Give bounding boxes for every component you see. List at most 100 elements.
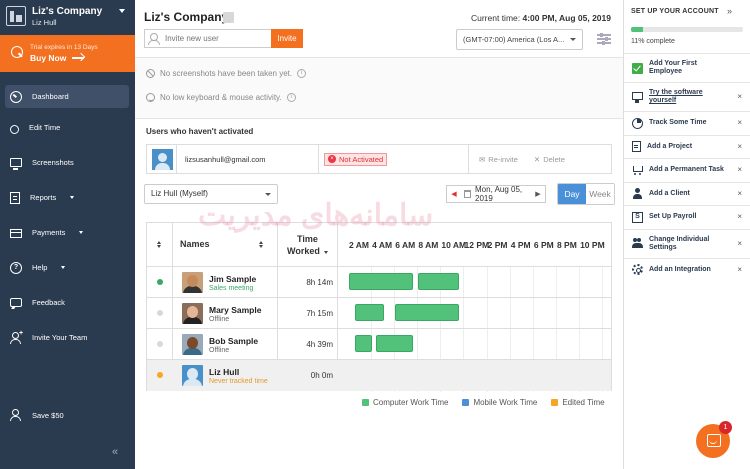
setup-step[interactable]: S Set Up Payroll ×: [624, 205, 750, 229]
sidebar-item-reports[interactable]: Reports: [0, 180, 135, 215]
close-icon[interactable]: ×: [737, 212, 742, 222]
user-select[interactable]: Liz Hull (Myself): [144, 184, 278, 204]
trial-banner[interactable]: Trial expires in 13 Days Buy Now: [0, 35, 135, 72]
close-icon[interactable]: ×: [737, 165, 742, 175]
caret-down-icon: [70, 196, 75, 199]
close-icon[interactable]: ×: [737, 188, 742, 198]
setup-step[interactable]: Add a Permanent Task ×: [624, 158, 750, 182]
avatar: [147, 145, 177, 173]
reinvite-button[interactable]: ✉ Re-invite: [479, 154, 518, 164]
date-picker[interactable]: Mon, Aug 05, 2019: [461, 185, 531, 203]
table-row[interactable]: Liz Hull Never tracked time 0h 0m: [147, 360, 611, 391]
setup-step[interactable]: Change Individual Settings ×: [624, 228, 750, 258]
invite-button[interactable]: Invite: [271, 29, 303, 48]
hour-label: 6 AM: [395, 240, 416, 250]
table-row[interactable]: Mary Sample Offline 7h 15m: [147, 298, 611, 329]
setup-step-label: Change Individual Settings: [649, 235, 710, 251]
edit-icon[interactable]: [223, 12, 234, 23]
work-time-bar[interactable]: [395, 304, 459, 321]
ban-icon: [146, 69, 155, 78]
sidebar-item-invite-your-team[interactable]: + Invite Your Team: [0, 320, 135, 355]
table-row[interactable]: Bob Sample Offline 4h 39m: [147, 329, 611, 360]
sort-icon[interactable]: [259, 241, 264, 248]
work-time-bar[interactable]: [349, 273, 413, 290]
setup-step[interactable]: Add an Integration ×: [624, 257, 750, 282]
save-50-button[interactable]: Save $50: [0, 402, 135, 428]
info-icon[interactable]: i: [286, 93, 296, 102]
tab-day[interactable]: Day: [558, 184, 586, 204]
buy-now-link[interactable]: Buy Now: [30, 52, 98, 64]
sidebar-item-dashboard[interactable]: Dashboard: [5, 85, 129, 108]
close-icon[interactable]: ×: [737, 238, 742, 248]
hour-label: 4 PM: [510, 240, 531, 250]
setup-step-label[interactable]: Try the software yourself: [649, 89, 703, 104]
filter-settings-icon[interactable]: [597, 32, 611, 45]
close-icon[interactable]: ×: [737, 118, 742, 128]
work-time-bar[interactable]: [375, 335, 413, 352]
sidebar-item-feedback[interactable]: Feedback: [0, 285, 135, 320]
sidebar-item-label: Help: [32, 263, 48, 272]
activity-notices: No screenshots have been taken yet. i No…: [135, 57, 623, 119]
sidebar-item-label: Screenshots: [32, 158, 74, 167]
invite-input[interactable]: [165, 34, 265, 43]
hour-label: 6 PM: [533, 240, 554, 250]
user-name[interactable]: Jim Sample: [209, 274, 257, 284]
dashboard-icon: [10, 90, 22, 103]
sidebar-item-screenshots[interactable]: Screenshots: [0, 145, 135, 180]
arrow-right-icon: [72, 57, 85, 59]
sidebar-item-help[interactable]: ? Help: [0, 250, 135, 285]
delete-button[interactable]: ✕ Delete: [533, 154, 565, 164]
user-status: Offline: [209, 316, 230, 323]
hour-label: 4 AM: [372, 240, 393, 250]
next-day-button[interactable]: ▶: [535, 191, 541, 198]
tab-week[interactable]: Week: [586, 184, 614, 204]
hour-gridline: [370, 267, 372, 392]
timezone-select[interactable]: (GMT-07:00) America (Los A...: [456, 29, 583, 50]
prev-day-button[interactable]: ◀: [451, 191, 457, 198]
hour-gridline: [486, 267, 488, 392]
monitor-icon: [632, 92, 643, 103]
work-time-bar[interactable]: [354, 304, 384, 321]
collapse-panel-icon[interactable]: »: [727, 6, 733, 16]
setup-step[interactable]: Add a Client ×: [624, 181, 750, 206]
save-label: Save $50: [32, 410, 64, 420]
close-icon[interactable]: ×: [737, 141, 742, 151]
work-time-bar[interactable]: [418, 273, 459, 290]
avatar: [182, 365, 203, 386]
pie-icon: [632, 117, 643, 129]
setup-step[interactable]: Add Your First Employee: [624, 53, 750, 82]
worked-header[interactable]: Worked: [287, 246, 320, 256]
trial-expiry-text: Trial expires in 13 Days: [30, 44, 98, 51]
legend: Computer Work Time Mobile Work Time Edited…: [362, 398, 605, 407]
company-switcher[interactable]: Liz's Company Liz Hull: [0, 0, 135, 35]
sidebar-item-payments[interactable]: Payments: [0, 215, 135, 250]
caret-down-icon: [61, 266, 66, 269]
close-icon[interactable]: ×: [737, 92, 742, 101]
setup-step[interactable]: Track Some Time ×: [624, 111, 750, 135]
hour-gridline: [509, 267, 511, 392]
sort-icon[interactable]: [157, 241, 162, 248]
work-time-bar[interactable]: [354, 335, 373, 352]
info-icon[interactable]: i: [297, 69, 307, 78]
table-row[interactable]: Jim Sample Sales meeting 8h 14m: [147, 267, 611, 298]
setup-step[interactable]: Try the software yourself ×: [624, 82, 750, 111]
close-icon[interactable]: ×: [737, 264, 742, 274]
caret-down-icon[interactable]: [119, 9, 125, 13]
legend-label: Mobile Work Time: [473, 398, 538, 407]
view-toggle: Day Week: [557, 183, 615, 205]
status-dot: [157, 279, 163, 285]
user-name[interactable]: Liz Hull: [209, 367, 240, 377]
hour-label: 2 AM: [349, 240, 369, 250]
company-logo-icon: [6, 6, 26, 26]
sidebar-item-label: Reports: [30, 193, 57, 202]
plus-icon: +: [19, 330, 24, 337]
status-dot: [157, 310, 163, 316]
user-name[interactable]: Bob Sample: [209, 336, 259, 346]
unactivated-user-row: lizsusanhull@gmail.com × Not Activated ✉ R…: [146, 144, 612, 174]
sidebar-item-edit-time[interactable]: Edit Time: [0, 110, 135, 145]
person-icon: [632, 188, 643, 200]
legend-item: Computer Work Time: [362, 398, 448, 407]
user-name[interactable]: Mary Sample: [209, 305, 262, 315]
collapse-sidebar-icon[interactable]: «: [112, 446, 119, 458]
setup-step[interactable]: Add a Project ×: [624, 134, 750, 159]
